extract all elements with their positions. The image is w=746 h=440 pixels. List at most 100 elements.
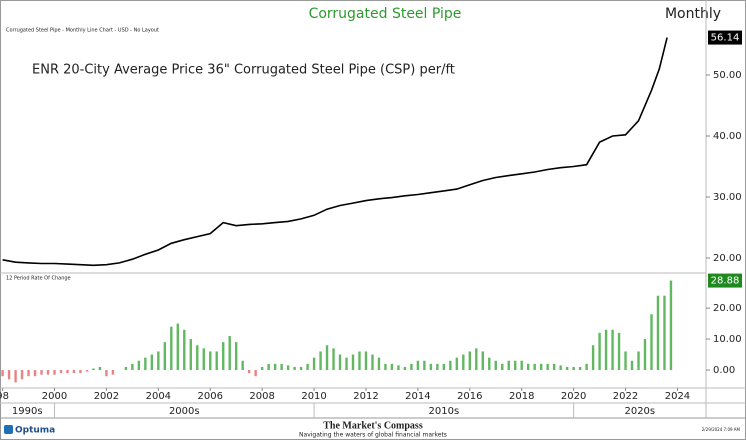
annotation: ENR 20-City Average Price 36" Corrugated…	[32, 63, 455, 78]
x-tick-label: 2004	[146, 391, 171, 402]
roc-bar	[507, 360, 510, 371]
roc-bar	[215, 351, 218, 371]
x-tick-label: 2006	[198, 391, 223, 402]
roc-bar	[468, 351, 472, 371]
y-tick-label: 10.00	[713, 334, 742, 345]
roc-bar	[293, 366, 296, 371]
roc-bar	[319, 351, 322, 371]
y-tick-label: 50.00	[713, 70, 742, 81]
roc-bar	[299, 366, 303, 371]
roc-bar	[390, 363, 394, 371]
roc-bar	[131, 363, 134, 371]
roc-bar	[267, 363, 270, 371]
roc-bar	[46, 370, 50, 375]
roc-bar	[183, 329, 186, 371]
roc-bar	[624, 351, 627, 371]
decade-label: 2000s	[169, 406, 200, 417]
roc-bar	[157, 351, 160, 371]
roc-bar	[403, 366, 407, 371]
roc-bar	[637, 351, 640, 371]
roc-bar	[144, 357, 147, 371]
roc-bar	[85, 370, 89, 372]
roc-bar	[20, 370, 24, 380]
roc-bar	[455, 357, 459, 371]
last-value-box	[708, 273, 742, 288]
roc-bar	[196, 345, 199, 371]
roc-bar	[351, 354, 355, 371]
roc-bar	[397, 365, 400, 371]
roc-bar	[442, 363, 446, 371]
roc-bar	[59, 370, 63, 374]
chart-note: Corrugated Steel Pipe - Monthly Line Cha…	[6, 28, 159, 34]
period: Monthly	[665, 6, 721, 22]
roc-bar	[591, 345, 595, 371]
decade-label: 2020s	[624, 406, 655, 417]
roc-bar	[170, 326, 173, 371]
roc-bar	[650, 314, 653, 371]
roc-bar	[312, 357, 316, 371]
roc-bar	[286, 365, 290, 371]
roc-bar	[364, 351, 368, 371]
roc-bar	[7, 370, 11, 380]
roc-bar	[416, 360, 420, 371]
last-value-box	[708, 30, 742, 45]
roc-bar	[572, 366, 575, 371]
roc-bar	[332, 348, 335, 371]
roc-bar	[585, 363, 588, 371]
x-tick-label: 2018	[509, 391, 534, 402]
roc-bar	[338, 354, 342, 371]
roc-bar	[462, 354, 465, 371]
roc-bar	[527, 363, 530, 371]
roc-bar	[410, 363, 413, 371]
roc-bar	[14, 370, 17, 383]
roc-bar	[345, 357, 348, 371]
roc-bar	[663, 295, 666, 371]
x-tick-label: 2008	[249, 391, 274, 402]
roc-bar	[494, 360, 497, 371]
roc-bar	[488, 357, 491, 371]
roc-bar	[481, 351, 484, 371]
roc-bar	[552, 363, 556, 371]
panel-label: 12 Period Rate Of Change	[6, 276, 71, 282]
footer-tagline: Navigating the waters of global financia…	[299, 432, 447, 439]
roc-bar	[27, 370, 30, 377]
roc-bar	[176, 323, 179, 371]
last-value-label: 56.14	[711, 33, 740, 44]
roc-bar	[377, 357, 381, 371]
x-tick-label: 2016	[457, 391, 482, 402]
roc-bar	[306, 363, 309, 371]
roc-bar	[384, 363, 387, 371]
roc-bar	[617, 332, 621, 371]
roc-bar	[280, 363, 283, 371]
brand-icon	[4, 425, 13, 434]
x-tick-label: 2000	[42, 391, 67, 402]
roc-bar	[228, 335, 231, 371]
roc-bar	[643, 339, 647, 371]
roc-bar	[150, 354, 154, 371]
roc-bar	[241, 360, 244, 371]
roc-bar	[436, 363, 439, 371]
roc-bar	[358, 351, 361, 371]
x-tick-label: 2024	[665, 391, 690, 402]
roc-bar	[189, 339, 192, 371]
roc-bar	[247, 370, 251, 374]
roc-bar	[66, 370, 69, 374]
y-tick-label: 30.00	[713, 192, 742, 203]
roc-bar	[137, 360, 141, 371]
roc-bar	[72, 370, 76, 374]
roc-bar	[234, 342, 238, 371]
roc-bar	[423, 360, 426, 371]
y-tick-label: 0.00	[713, 365, 735, 376]
roc-bar	[546, 363, 549, 371]
roc-bar	[273, 363, 277, 371]
roc-bar	[105, 370, 108, 377]
roc-bar	[33, 370, 37, 377]
price-line	[2, 37, 668, 267]
roc-bar	[53, 370, 56, 375]
roc-bar	[1, 370, 4, 377]
roc-bar	[371, 354, 374, 371]
roc-bar	[111, 370, 115, 375]
roc-bar	[98, 366, 102, 371]
x-tick-label: 98	[0, 391, 9, 402]
